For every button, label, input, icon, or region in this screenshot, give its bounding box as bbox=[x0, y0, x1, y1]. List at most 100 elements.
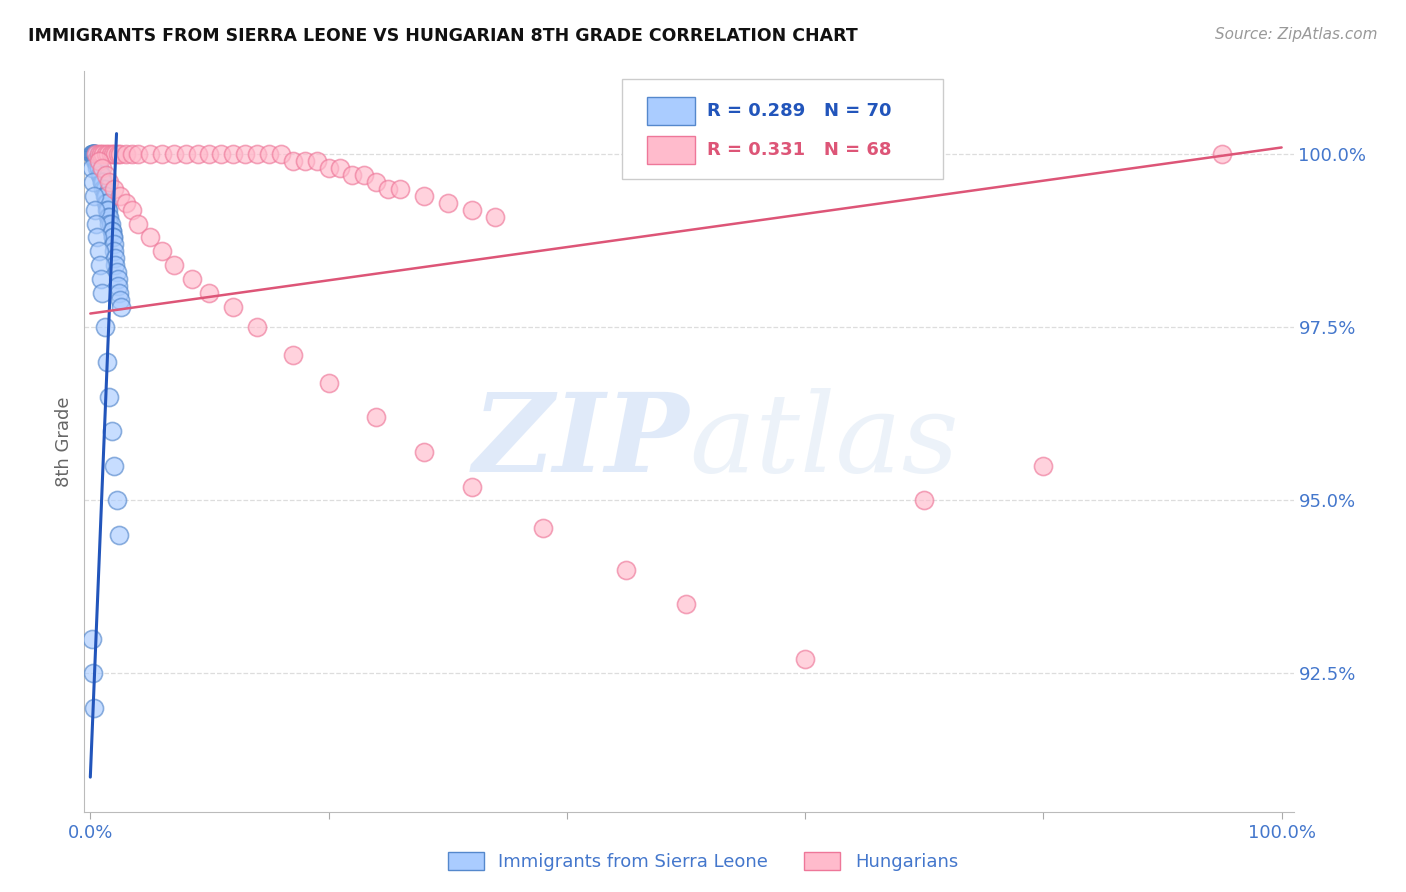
Point bbox=[82, 147, 104, 161]
Point bbox=[93, 182, 115, 196]
Point bbox=[105, 493, 128, 508]
Point bbox=[281, 154, 304, 169]
Point bbox=[246, 147, 269, 161]
Point bbox=[84, 154, 107, 169]
Point bbox=[93, 320, 115, 334]
Point bbox=[329, 161, 352, 176]
Point bbox=[233, 147, 256, 161]
Point bbox=[318, 376, 340, 390]
Y-axis label: 8th Grade: 8th Grade bbox=[55, 396, 73, 487]
Point bbox=[87, 244, 110, 259]
Point bbox=[91, 285, 114, 300]
Point bbox=[104, 258, 127, 272]
Point bbox=[318, 161, 340, 176]
FancyBboxPatch shape bbox=[647, 136, 695, 164]
Point bbox=[531, 521, 554, 535]
Point bbox=[90, 168, 112, 182]
Point bbox=[91, 175, 114, 189]
Point bbox=[121, 202, 143, 217]
Point bbox=[83, 701, 105, 715]
Point bbox=[80, 161, 103, 176]
Point bbox=[100, 223, 122, 237]
Point bbox=[90, 168, 112, 182]
Point bbox=[94, 195, 117, 210]
Point bbox=[110, 300, 132, 314]
Point bbox=[246, 320, 269, 334]
Point bbox=[82, 175, 104, 189]
Point bbox=[80, 147, 103, 161]
Point bbox=[96, 202, 118, 217]
Point bbox=[89, 168, 111, 182]
Point bbox=[294, 154, 316, 169]
Point bbox=[412, 445, 434, 459]
Point bbox=[305, 154, 328, 169]
Point bbox=[83, 189, 105, 203]
Point bbox=[460, 202, 482, 217]
Point bbox=[84, 217, 107, 231]
Point bbox=[1032, 458, 1054, 473]
Point bbox=[222, 300, 245, 314]
Point bbox=[98, 217, 121, 231]
Point bbox=[89, 258, 111, 272]
Point bbox=[198, 285, 221, 300]
Point bbox=[108, 189, 131, 203]
Point bbox=[84, 202, 107, 217]
Point bbox=[108, 285, 131, 300]
Point bbox=[83, 147, 105, 161]
Point bbox=[100, 217, 122, 231]
Point bbox=[412, 189, 434, 203]
Point bbox=[93, 189, 115, 203]
Point bbox=[82, 147, 104, 161]
Point bbox=[366, 410, 388, 425]
Point bbox=[108, 293, 131, 307]
Point bbox=[163, 258, 186, 272]
Point bbox=[105, 265, 128, 279]
Point bbox=[93, 147, 115, 161]
Point bbox=[94, 147, 117, 161]
Point bbox=[83, 147, 105, 161]
Point bbox=[96, 355, 118, 369]
Point bbox=[103, 458, 125, 473]
Point bbox=[103, 182, 125, 196]
Point bbox=[222, 147, 245, 161]
Point bbox=[912, 493, 935, 508]
Point bbox=[389, 182, 412, 196]
Point bbox=[121, 147, 143, 161]
Point bbox=[97, 210, 120, 224]
Point bbox=[270, 147, 292, 161]
Point bbox=[86, 230, 108, 244]
Point bbox=[89, 168, 111, 182]
Point bbox=[93, 175, 115, 189]
Point bbox=[101, 230, 124, 244]
Point bbox=[104, 251, 127, 265]
Point bbox=[94, 168, 117, 182]
Point bbox=[100, 223, 122, 237]
Point bbox=[80, 632, 103, 646]
Point bbox=[83, 147, 105, 161]
Point bbox=[93, 182, 115, 196]
Point bbox=[198, 147, 221, 161]
Point bbox=[342, 168, 364, 182]
Point bbox=[127, 147, 149, 161]
Point bbox=[107, 272, 129, 286]
Point bbox=[115, 147, 138, 161]
FancyBboxPatch shape bbox=[647, 96, 695, 125]
Legend: Immigrants from Sierra Leone, Hungarians: Immigrants from Sierra Leone, Hungarians bbox=[440, 845, 966, 879]
Point bbox=[108, 147, 131, 161]
Point bbox=[366, 175, 388, 189]
Point bbox=[100, 147, 122, 161]
Point bbox=[87, 147, 110, 161]
Point bbox=[84, 154, 107, 169]
Point bbox=[180, 272, 202, 286]
Text: IMMIGRANTS FROM SIERRA LEONE VS HUNGARIAN 8TH GRADE CORRELATION CHART: IMMIGRANTS FROM SIERRA LEONE VS HUNGARIA… bbox=[28, 27, 858, 45]
Point bbox=[98, 175, 121, 189]
Point bbox=[87, 154, 110, 169]
Point bbox=[209, 147, 232, 161]
Point bbox=[675, 597, 697, 611]
Point bbox=[115, 195, 138, 210]
Point bbox=[101, 230, 124, 244]
Text: Source: ZipAtlas.com: Source: ZipAtlas.com bbox=[1215, 27, 1378, 42]
Point bbox=[101, 147, 124, 161]
Point bbox=[98, 390, 121, 404]
Point bbox=[139, 230, 162, 244]
